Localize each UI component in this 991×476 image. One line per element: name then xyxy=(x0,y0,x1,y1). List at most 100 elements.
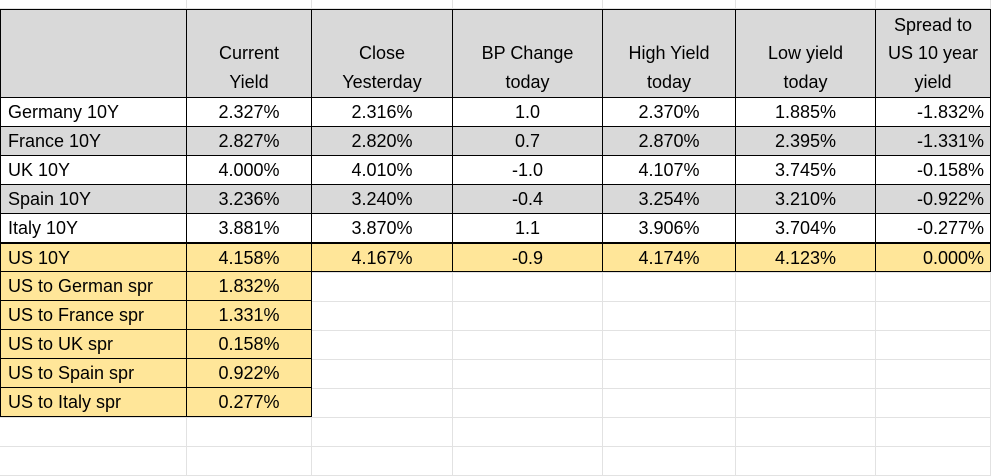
table-cell[interactable]: 4.000% xyxy=(187,156,312,185)
row-label[interactable]: US 10Y xyxy=(0,243,187,272)
table-cell[interactable]: 3.906% xyxy=(603,214,736,243)
table-cell[interactable]: 3.704% xyxy=(736,214,876,243)
table-cell[interactable]: 1.1 xyxy=(453,214,603,243)
table-cell[interactable]: -1.832% xyxy=(876,98,991,127)
column-header[interactable]: High Yield today xyxy=(603,9,736,98)
table-cell[interactable]: 3.870% xyxy=(312,214,453,243)
grid-cell[interactable] xyxy=(876,446,991,476)
grid-cell[interactable] xyxy=(453,359,603,389)
grid-cell[interactable] xyxy=(0,417,187,447)
grid-cell[interactable] xyxy=(876,301,991,331)
table-cell[interactable]: -0.158% xyxy=(876,156,991,185)
table-cell[interactable]: -0.9 xyxy=(453,243,603,272)
row-label[interactable]: Germany 10Y xyxy=(0,98,187,127)
column-header[interactable]: Spread to US 10 year yield xyxy=(876,9,991,98)
grid-cell[interactable] xyxy=(736,359,876,389)
grid-cell[interactable] xyxy=(453,388,603,418)
grid-cell[interactable] xyxy=(603,272,736,302)
grid-cell[interactable] xyxy=(453,272,603,302)
table-cell[interactable]: 1.885% xyxy=(736,98,876,127)
table-cell[interactable]: -0.922% xyxy=(876,185,991,214)
grid-cell[interactable] xyxy=(603,0,736,9)
table-cell[interactable]: 4.167% xyxy=(312,243,453,272)
grid-cell[interactable] xyxy=(312,417,453,447)
grid-cell[interactable] xyxy=(736,388,876,418)
table-cell[interactable]: 4.174% xyxy=(603,243,736,272)
grid-cell[interactable] xyxy=(312,301,453,331)
grid-cell[interactable] xyxy=(603,301,736,331)
table-cell[interactable]: 2.395% xyxy=(736,127,876,156)
table-cell[interactable]: 3.210% xyxy=(736,185,876,214)
row-label[interactable]: Spain 10Y xyxy=(0,185,187,214)
grid-cell[interactable] xyxy=(312,330,453,360)
table-cell[interactable]: -1.331% xyxy=(876,127,991,156)
spread-value[interactable]: 0.277% xyxy=(187,388,312,417)
grid-cell[interactable] xyxy=(312,272,453,302)
grid-cell[interactable] xyxy=(736,446,876,476)
grid-cell[interactable] xyxy=(603,388,736,418)
table-cell[interactable]: 4.107% xyxy=(603,156,736,185)
table-cell[interactable]: 3.745% xyxy=(736,156,876,185)
grid-cell[interactable] xyxy=(603,446,736,476)
grid-cell[interactable] xyxy=(876,272,991,302)
table-cell[interactable]: 3.254% xyxy=(603,185,736,214)
grid-cell[interactable] xyxy=(0,446,187,476)
column-header[interactable]: Current Yield xyxy=(187,9,312,98)
grid-cell[interactable] xyxy=(312,0,453,9)
grid-cell[interactable] xyxy=(312,446,453,476)
grid-cell[interactable] xyxy=(453,301,603,331)
grid-cell[interactable] xyxy=(603,330,736,360)
grid-cell[interactable] xyxy=(876,417,991,447)
grid-cell[interactable] xyxy=(736,417,876,447)
table-cell[interactable]: 4.158% xyxy=(187,243,312,272)
table-cell[interactable]: 2.327% xyxy=(187,98,312,127)
spread-value[interactable]: 1.832% xyxy=(187,272,312,301)
grid-cell[interactable] xyxy=(453,330,603,360)
table-cell[interactable]: 2.370% xyxy=(603,98,736,127)
grid-cell[interactable] xyxy=(312,359,453,389)
grid-cell[interactable] xyxy=(312,388,453,418)
spread-label[interactable]: US to Italy spr xyxy=(0,388,187,417)
grid-cell[interactable] xyxy=(876,388,991,418)
table-cell[interactable]: 3.240% xyxy=(312,185,453,214)
table-cell[interactable]: 3.881% xyxy=(187,214,312,243)
row-label[interactable]: France 10Y xyxy=(0,127,187,156)
table-cell[interactable]: 2.827% xyxy=(187,127,312,156)
grid-cell[interactable] xyxy=(453,417,603,447)
spread-value[interactable]: 0.158% xyxy=(187,330,312,359)
table-cell[interactable]: 3.236% xyxy=(187,185,312,214)
grid-cell[interactable] xyxy=(603,359,736,389)
grid-cell[interactable] xyxy=(736,272,876,302)
table-cell[interactable]: 4.123% xyxy=(736,243,876,272)
spread-label[interactable]: US to German spr xyxy=(0,272,187,301)
row-label[interactable]: UK 10Y xyxy=(0,156,187,185)
table-cell[interactable]: 2.820% xyxy=(312,127,453,156)
spread-value[interactable]: 0.922% xyxy=(187,359,312,388)
grid-cell[interactable] xyxy=(876,0,991,9)
table-cell[interactable]: 4.010% xyxy=(312,156,453,185)
row-label[interactable]: Italy 10Y xyxy=(0,214,187,243)
header-blank-cell[interactable] xyxy=(0,9,187,98)
table-cell[interactable]: -1.0 xyxy=(453,156,603,185)
grid-cell[interactable] xyxy=(187,0,312,9)
table-cell[interactable]: -0.4 xyxy=(453,185,603,214)
column-header[interactable]: BP Change today xyxy=(453,9,603,98)
grid-cell[interactable] xyxy=(187,446,312,476)
grid-cell[interactable] xyxy=(0,0,187,9)
grid-cell[interactable] xyxy=(603,417,736,447)
grid-cell[interactable] xyxy=(453,0,603,9)
column-header[interactable]: Low yield today xyxy=(736,9,876,98)
grid-cell[interactable] xyxy=(736,301,876,331)
table-cell[interactable]: 0.7 xyxy=(453,127,603,156)
spread-label[interactable]: US to France spr xyxy=(0,301,187,330)
table-cell[interactable]: 0.000% xyxy=(876,243,991,272)
grid-cell[interactable] xyxy=(453,446,603,476)
table-cell[interactable]: 2.316% xyxy=(312,98,453,127)
spread-label[interactable]: US to Spain spr xyxy=(0,359,187,388)
grid-cell[interactable] xyxy=(187,417,312,447)
grid-cell[interactable] xyxy=(876,330,991,360)
grid-cell[interactable] xyxy=(736,330,876,360)
table-cell[interactable]: -0.277% xyxy=(876,214,991,243)
grid-cell[interactable] xyxy=(736,0,876,9)
table-cell[interactable]: 2.870% xyxy=(603,127,736,156)
